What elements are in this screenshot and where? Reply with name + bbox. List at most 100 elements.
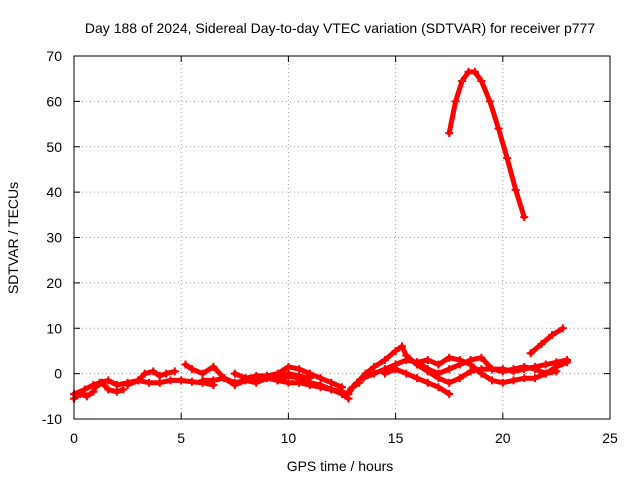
data-point-marker [123,380,132,389]
data-point-marker [327,385,336,394]
data-point-marker [305,369,314,378]
x-axis-label: GPS time / hours [287,458,394,474]
data-point-marker [451,97,460,106]
data-point-marker [155,371,164,380]
data-point-marker [316,383,325,392]
data-point-marker [305,380,314,389]
data-point-marker [284,378,293,387]
data-point-marker [80,385,89,394]
data-point-marker [391,365,400,374]
data-point-marker [353,378,362,387]
data-point-marker [104,376,113,385]
series-line [528,325,566,356]
x-tick-label: 20 [495,430,511,446]
data-point-marker [537,340,546,349]
y-tick-label: 60 [46,93,62,109]
data-point-marker [380,369,389,378]
data-point-marker [520,374,529,383]
data-point-marker [494,124,503,133]
data-point-marker [273,369,282,378]
series-layer [70,67,572,403]
data-point-marker [552,358,561,367]
data-point-marker [241,374,250,383]
data-point-marker [503,154,512,163]
data-point-marker [413,374,422,383]
data-point-marker [230,380,239,389]
data-point-marker [470,67,479,76]
data-point-marker [509,367,518,376]
data-point-marker [477,353,486,362]
data-point-marker [485,97,494,106]
y-tick-label: 30 [46,230,62,246]
data-point-marker [145,378,154,387]
data-point-marker [423,365,432,374]
data-point-marker [413,358,422,367]
data-point-marker [119,385,128,394]
series-trace-11 [413,353,572,378]
data-point-marker [509,376,518,385]
data-point-marker [370,369,379,378]
data-point-marker [541,369,550,378]
data-point-marker [488,365,497,374]
x-tick-label: 10 [281,430,297,446]
x-tick-label: 5 [177,430,185,446]
data-point-marker [391,346,400,355]
data-point-marker [359,374,368,383]
y-tick-label: 70 [46,48,62,64]
chart-title: Day 188 of 2024, Sidereal Day-to-day VTE… [85,20,595,36]
data-point-marker [558,324,567,333]
y-tick-label: 50 [46,139,62,155]
data-point-marker [166,376,175,385]
data-point-marker [187,377,196,386]
data-point-marker [445,390,454,399]
data-point-marker [295,365,304,374]
data-point-marker [445,365,454,374]
data-point-marker [398,342,407,351]
data-point-marker [402,369,411,378]
data-point-marker [134,376,143,385]
series-line [446,69,527,220]
data-point-marker [445,129,454,138]
data-point-marker [541,360,550,369]
data-point-marker [530,362,539,371]
data-point-marker [445,353,454,362]
data-point-marker [526,349,535,358]
data-point-marker [530,374,539,383]
data-point-marker [548,331,557,340]
data-point-marker [520,213,529,222]
data-point-marker [498,378,507,387]
data-point-marker [170,367,179,376]
data-point-marker [284,371,293,380]
data-point-marker [488,376,497,385]
data-point-marker [434,369,443,378]
data-point-marker [327,378,336,387]
data-point-marker [112,387,121,396]
x-tick-label: 0 [70,430,78,446]
data-point-marker [230,369,239,378]
data-point-marker [477,369,486,378]
data-point-marker [209,362,218,371]
data-point-marker [89,380,98,389]
data-point-marker [262,371,271,380]
data-point-marker [149,367,158,376]
data-point-marker [252,378,261,387]
data-point-marker [434,360,443,369]
data-point-marker [181,360,190,369]
data-point-marker [477,76,486,85]
series-trace-6 [230,362,346,392]
data-point-marker [209,376,218,385]
data-point-marker [295,378,304,387]
y-tick-label: 20 [46,275,62,291]
data-point-marker [520,365,529,374]
data-point-marker [198,369,207,378]
data-point-marker [316,374,325,383]
data-point-marker [445,378,454,387]
data-point-marker [498,365,507,374]
y-tick-label: -10 [42,411,62,427]
series-trace-12 [445,67,529,222]
data-point-marker [434,383,443,392]
data-point-marker [162,369,171,378]
y-tick-label: 0 [54,366,62,382]
data-point-marker [458,76,467,85]
